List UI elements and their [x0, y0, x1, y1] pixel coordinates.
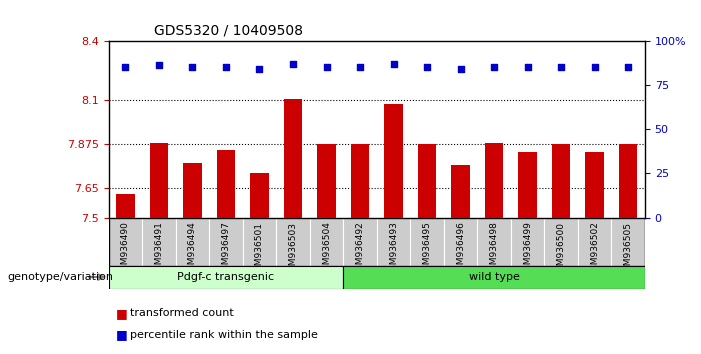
Bar: [451, 165, 470, 218]
Bar: [611, 218, 645, 266]
Bar: [444, 218, 477, 266]
Text: GSM936490: GSM936490: [121, 222, 130, 276]
Bar: [109, 218, 142, 266]
Text: GSM936498: GSM936498: [489, 222, 498, 276]
Bar: [377, 218, 410, 266]
Bar: [109, 266, 343, 289]
Text: GDS5320 / 10409508: GDS5320 / 10409508: [154, 23, 304, 37]
Bar: [343, 218, 377, 266]
Text: GSM936502: GSM936502: [590, 222, 599, 276]
Text: GSM936501: GSM936501: [255, 222, 264, 276]
Bar: [585, 152, 604, 218]
Point: [421, 64, 433, 70]
Text: GSM936493: GSM936493: [389, 222, 398, 276]
Point: [455, 66, 466, 72]
Text: wild type: wild type: [469, 272, 519, 282]
Point: [589, 64, 600, 70]
Text: GSM936495: GSM936495: [423, 222, 432, 276]
Bar: [619, 144, 637, 218]
Text: GSM936504: GSM936504: [322, 222, 331, 276]
Bar: [545, 218, 578, 266]
Point: [187, 64, 198, 70]
Bar: [343, 266, 645, 289]
Bar: [410, 218, 444, 266]
Bar: [116, 194, 135, 218]
Text: GSM936500: GSM936500: [557, 222, 566, 276]
Bar: [209, 218, 243, 266]
Bar: [477, 218, 511, 266]
Point: [622, 64, 634, 70]
Point: [220, 64, 231, 70]
Text: GSM936494: GSM936494: [188, 222, 197, 276]
Point: [522, 64, 533, 70]
Point: [489, 64, 500, 70]
Bar: [176, 218, 209, 266]
Text: GSM936499: GSM936499: [523, 222, 532, 276]
Text: GSM936491: GSM936491: [154, 222, 163, 276]
Point: [154, 63, 165, 68]
Bar: [310, 218, 343, 266]
Bar: [519, 152, 537, 218]
Bar: [276, 218, 310, 266]
Bar: [511, 218, 545, 266]
Bar: [217, 150, 235, 218]
Bar: [418, 144, 436, 218]
Point: [321, 64, 332, 70]
Point: [555, 64, 566, 70]
Point: [254, 66, 265, 72]
Bar: [250, 173, 268, 218]
Point: [287, 61, 299, 67]
Bar: [578, 218, 611, 266]
Text: GSM936505: GSM936505: [624, 222, 633, 276]
Bar: [552, 144, 571, 218]
Bar: [485, 143, 503, 218]
Text: ■: ■: [116, 328, 128, 341]
Bar: [142, 218, 176, 266]
Text: GSM936503: GSM936503: [289, 222, 297, 276]
Text: Pdgf-c transgenic: Pdgf-c transgenic: [177, 272, 275, 282]
Text: ■: ■: [116, 307, 128, 320]
Text: GSM936497: GSM936497: [222, 222, 231, 276]
Bar: [350, 144, 369, 218]
Point: [120, 64, 131, 70]
Bar: [243, 218, 276, 266]
Text: transformed count: transformed count: [130, 308, 233, 318]
Point: [355, 64, 366, 70]
Bar: [318, 144, 336, 218]
Text: GSM936496: GSM936496: [456, 222, 465, 276]
Bar: [384, 104, 403, 218]
Bar: [284, 99, 302, 218]
Bar: [183, 162, 202, 218]
Text: percentile rank within the sample: percentile rank within the sample: [130, 330, 318, 339]
Point: [388, 61, 399, 67]
Bar: [150, 143, 168, 218]
Text: GSM936492: GSM936492: [355, 222, 365, 276]
Text: genotype/variation: genotype/variation: [7, 272, 113, 282]
